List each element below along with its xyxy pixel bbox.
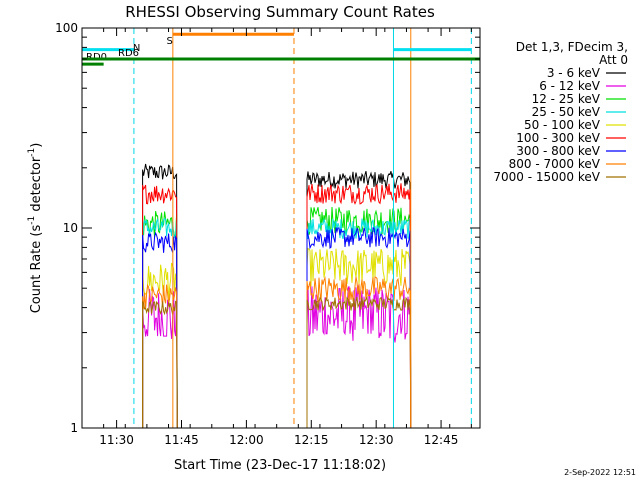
series-line-3-6keV-seg0 — [142, 163, 178, 429]
legend-label-7000-15000keV: 7000 - 15000 keV — [493, 170, 600, 184]
legend-label-25-50keV: 25 - 50 keV — [532, 105, 601, 119]
series-line-100-300keV-seg0 — [142, 184, 178, 429]
x-tick-label-1215: 12:15 — [294, 433, 329, 447]
x-tick-label-1130: 11:30 — [99, 433, 134, 447]
x-tick-label-1230: 12:30 — [359, 433, 394, 447]
y-axis-label-sup1: -1 — [27, 216, 37, 225]
legend-label-300-800keV: 300 - 800 keV — [516, 144, 600, 158]
series-line-7000-15000keV-seg0 — [142, 300, 178, 429]
axis-layer: 11:30 11:45 12:00 12:15 12:30 12:45 1 10 100 — [55, 21, 480, 447]
series-line-300-800keV-seg0 — [142, 231, 178, 429]
legend-header-line2: Att 0 — [599, 53, 628, 67]
legend-label-100-300keV: 100 - 300 keV — [516, 131, 600, 145]
y-tick-label-1: 1 — [70, 421, 78, 435]
chart-title: RHESSI Observing Summary Count Rates — [125, 3, 435, 21]
flag-label-s: S — [167, 36, 173, 47]
x-axis-label: Start Time (23-Dec-17 11:18:02) — [174, 458, 386, 473]
legend-label-6-12keV: 6 - 12 keV — [539, 79, 601, 93]
y-tick-label-100: 100 — [55, 21, 78, 35]
legend-label-3-6keV: 3 - 6 keV — [547, 66, 601, 80]
legend-label-12-25keV: 12 - 25 keV — [532, 92, 601, 106]
x-tick-label-1200: 12:00 — [229, 433, 264, 447]
y-axis-label-part3: ) — [29, 143, 44, 148]
series-line-800-7000keV-seg0 — [142, 283, 178, 429]
y-axis-label-part2: detector — [29, 156, 44, 216]
y-axis-label: Count Rate (s-1 detector-1) — [27, 143, 44, 314]
x-tick-label-1145: 11:45 — [164, 433, 199, 447]
flag-label-rd6: RD6 — [118, 48, 139, 59]
x-tick-label-1245: 12:45 — [424, 433, 459, 447]
series-line-12-25keV-seg0 — [142, 210, 178, 429]
legend-label-50-100keV: 50 - 100 keV — [524, 118, 601, 132]
y-tick-label-10: 10 — [63, 221, 78, 235]
y-axis-label-part1: Count Rate (s — [29, 225, 44, 314]
timestamp: 2-Sep-2022 12:51 — [564, 468, 636, 477]
y-axis-label-sup2: -1 — [27, 148, 37, 157]
legend-label-800-7000keV: 800 - 7000 keV — [509, 157, 601, 171]
series-line-25-50keV-seg0 — [142, 218, 178, 429]
series-line-6-12keV-seg0 — [142, 288, 178, 429]
legend-header-line1: Det 1,3, FDecim 3, — [516, 40, 628, 54]
flag-label-n: N — [133, 43, 140, 54]
